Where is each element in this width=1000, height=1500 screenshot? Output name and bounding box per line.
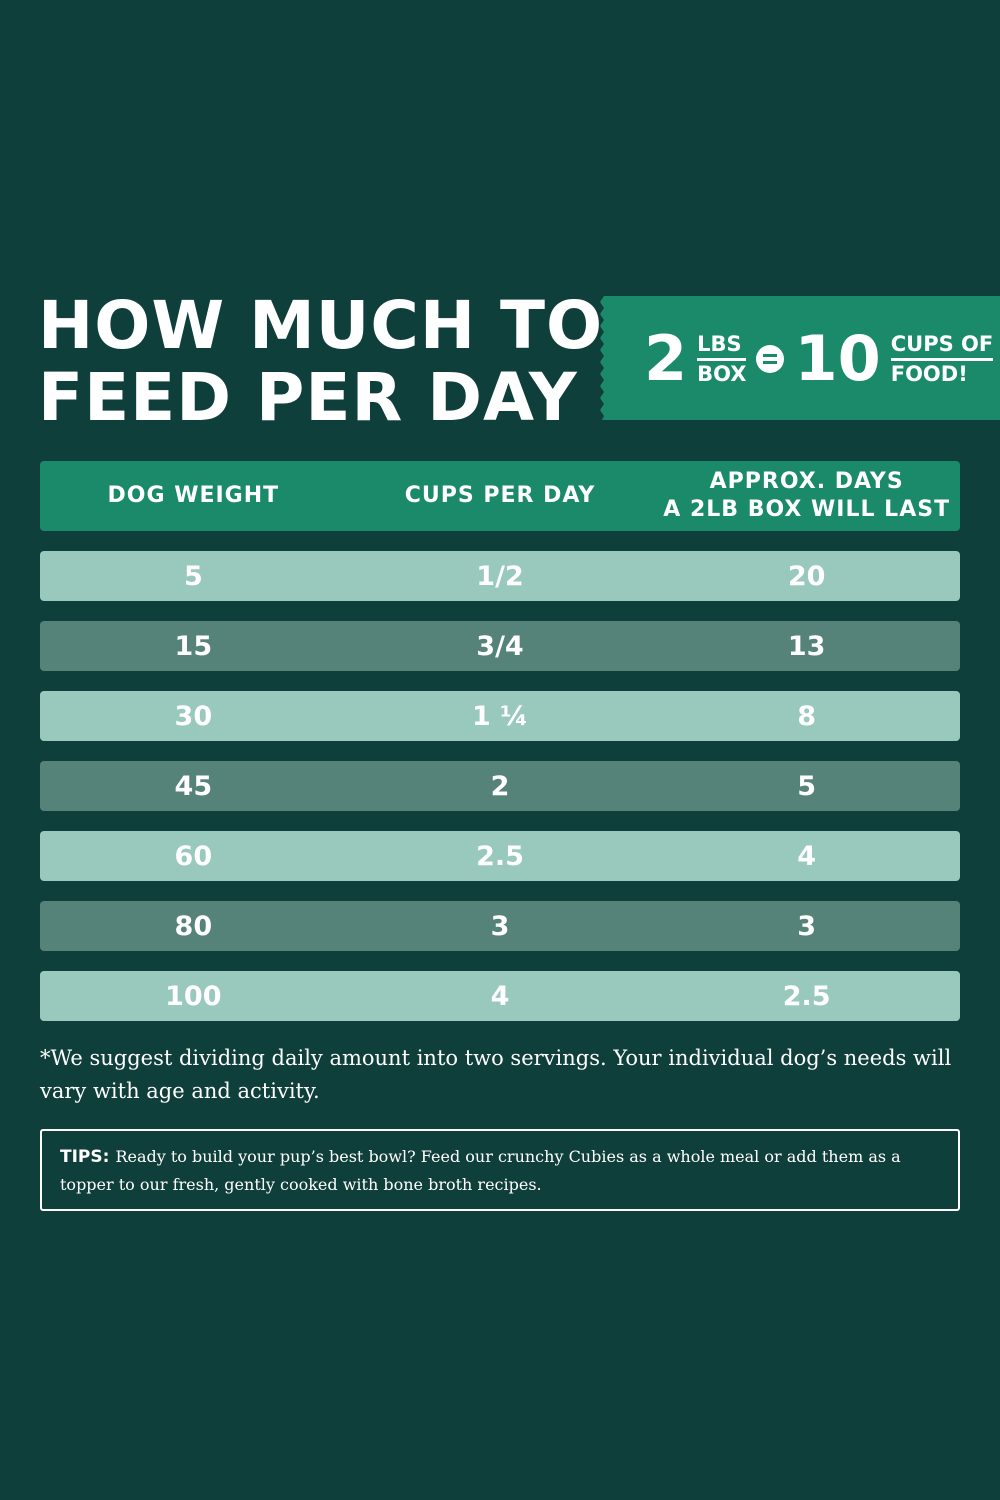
table-row: 5 1/2 20: [40, 551, 960, 601]
cell-dog-weight: 60: [174, 840, 213, 872]
cell-days: 3: [797, 910, 817, 942]
column-header-dog-weight: DOG WEIGHT: [107, 483, 280, 508]
badge-right-unit: CUPS OF FOOD!: [890, 331, 994, 387]
cell-dog-weight: 100: [165, 980, 222, 1012]
tips-label: TIPS:: [60, 1147, 110, 1167]
cell-days: 20: [787, 560, 826, 592]
column-header-days-box-lasts: APPROX. DAYS A 2LB BOX WILL LAST: [663, 469, 951, 522]
badge-right-unit-top: CUPS OF: [890, 331, 994, 361]
table-row: 100 4 2.5: [40, 971, 960, 1021]
tips-text: Ready to build your pup’s best bowl? Fee…: [60, 1147, 901, 1194]
table-row: 60 2.5 4: [40, 831, 960, 881]
cell-cups-per-day: 1/2: [476, 560, 524, 592]
badge-left-unit-bottom: BOX: [697, 362, 747, 386]
badge-left-unit: LBS BOX: [697, 331, 747, 387]
badge-left-number: 2: [644, 322, 688, 395]
badge-right-unit-bottom: FOOD!: [890, 362, 968, 386]
cell-dog-weight: 5: [183, 560, 203, 592]
box-yield-badge: 2 LBS BOX 10 CUPS OF FOOD!: [604, 296, 1000, 420]
cell-days: 4: [797, 840, 817, 872]
table-row: 80 3 3: [40, 901, 960, 951]
cell-cups-per-day: 2: [490, 770, 510, 802]
tips-content: TIPS: Ready to build your pup’s best bowl…: [60, 1143, 940, 1199]
cell-cups-per-day: 4: [490, 980, 510, 1012]
cell-days: 13: [787, 630, 826, 662]
serving-note: *We suggest dividing daily amount into t…: [40, 1046, 952, 1103]
page-title: HOW MUCH TO FEED PER DAY: [38, 290, 603, 434]
table-row: 15 3/4 13: [40, 621, 960, 671]
cell-cups-per-day: 2.5: [476, 840, 524, 872]
cell-cups-per-day: 3/4: [476, 630, 524, 662]
table-row: 45 2 5: [40, 761, 960, 811]
tips-box: TIPS: Ready to build your pup’s best bowl…: [40, 1129, 960, 1211]
cell-dog-weight: 45: [174, 770, 213, 802]
cell-dog-weight: 30: [174, 700, 213, 732]
column-header-cups-per-day: CUPS PER DAY: [404, 483, 596, 508]
cell-dog-weight: 15: [174, 630, 213, 662]
cell-days: 5: [797, 770, 817, 802]
title-line-1: HOW MUCH TO: [38, 287, 604, 364]
cell-dog-weight: 80: [174, 910, 213, 942]
feeding-table-header: DOG WEIGHT CUPS PER DAY APPROX. DAYS A 2…: [40, 461, 960, 531]
cell-cups-per-day: 3: [490, 910, 510, 942]
cell-days: 8: [797, 700, 817, 732]
table-row: 30 1 ¼ 8: [40, 691, 960, 741]
cell-days: 2.5: [782, 980, 831, 1012]
badge-left-unit-top: LBS: [697, 331, 747, 361]
title-line-2: FEED PER DAY: [38, 359, 578, 436]
badge-right-number: 10: [794, 322, 881, 395]
equals-icon: [756, 345, 785, 373]
cell-cups-per-day: 1 ¼: [471, 700, 529, 732]
